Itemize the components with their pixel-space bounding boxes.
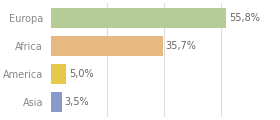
Bar xyxy=(51,36,163,56)
Text: 55,8%: 55,8% xyxy=(229,13,260,23)
Text: 35,7%: 35,7% xyxy=(165,41,196,51)
Bar xyxy=(51,64,66,84)
Text: 5,0%: 5,0% xyxy=(69,69,94,79)
Text: 3,5%: 3,5% xyxy=(64,97,89,107)
Bar xyxy=(51,92,62,112)
Bar xyxy=(51,8,226,28)
